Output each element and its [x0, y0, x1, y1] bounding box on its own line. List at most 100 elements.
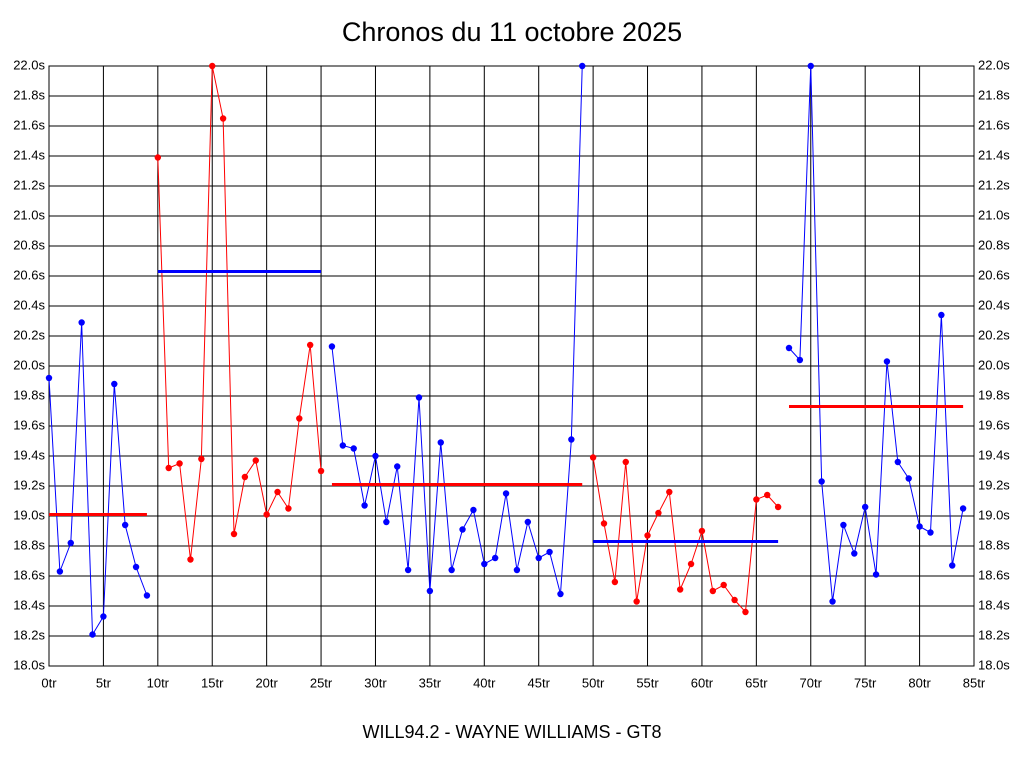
- y-tick-label: 18.6s: [13, 567, 45, 582]
- y-tick-label: 18.8s: [13, 537, 45, 552]
- x-tick-label: 70tr: [800, 675, 823, 690]
- plot-frame: [48, 65, 975, 667]
- x-tick-label: 15tr: [201, 675, 224, 690]
- data-point: [372, 452, 379, 460]
- series-line: [592, 457, 779, 614]
- data-point: [666, 488, 673, 496]
- data-point: [404, 566, 412, 574]
- series-line: [48, 322, 148, 637]
- data-point: [143, 592, 151, 599]
- x-tick-label: 80tr: [908, 675, 931, 690]
- data-point: [524, 518, 532, 526]
- y-tick-label: 21.6s: [13, 117, 45, 132]
- data-point: [949, 562, 956, 569]
- data-point: [622, 458, 629, 466]
- data-point: [774, 503, 782, 511]
- data-point: [415, 394, 423, 401]
- y2-tick-label: 19.6s: [978, 417, 1010, 432]
- data-point: [339, 442, 347, 449]
- data-point: [317, 467, 325, 475]
- data-point: [611, 578, 619, 586]
- y2-tick-label: 18.4s: [978, 597, 1010, 612]
- data-point: [753, 496, 760, 503]
- data-point: [894, 458, 902, 466]
- data-point: [154, 154, 162, 161]
- y2-tick-label: 21.2s: [978, 177, 1010, 192]
- x-tick-label: 65tr: [745, 675, 768, 690]
- data-point: [121, 521, 129, 529]
- data-point: [872, 571, 880, 578]
- y2-tick-label: 19.4s: [978, 447, 1010, 462]
- data-point: [709, 587, 717, 595]
- y2-tick-label: 21.6s: [978, 117, 1010, 132]
- data-point: [655, 509, 662, 517]
- data-point: [285, 505, 292, 512]
- y2-tick-label: 20.8s: [978, 237, 1010, 252]
- data-point: [470, 506, 477, 514]
- y2-tick-label: 20.4s: [978, 297, 1010, 312]
- y-tick-label: 21.2s: [13, 177, 45, 192]
- x-tick-label: 30tr: [364, 675, 387, 690]
- y2-tick-label: 18.8s: [978, 537, 1010, 552]
- data-point: [698, 527, 706, 535]
- data-point: [263, 511, 270, 518]
- data-point: [481, 560, 488, 568]
- data-point: [437, 439, 444, 446]
- data-point: [100, 613, 107, 620]
- data-point: [589, 454, 597, 461]
- y2-tick-label: 19.2s: [978, 477, 1010, 492]
- y-tick-label: 19.0s: [13, 507, 45, 522]
- data-point: [165, 464, 172, 472]
- chart-title: Chronos du 11 octobre 2025: [342, 17, 682, 47]
- y-tick-label: 18.0s: [13, 657, 45, 672]
- y-tick-label: 19.2s: [13, 477, 45, 492]
- y2-tick-label: 18.0s: [978, 657, 1010, 672]
- data-point: [807, 62, 814, 70]
- x-tick-label: 5tr: [96, 675, 112, 690]
- y2-tick-label: 20.6s: [978, 267, 1010, 282]
- data-point: [448, 566, 455, 574]
- x-axis-title: WILL94.2 - WAYNE WILLIAMS - GT8: [362, 722, 661, 742]
- data-point: [742, 608, 749, 616]
- y-tick-label: 18.4s: [13, 597, 45, 612]
- x-tick-label: 25tr: [310, 675, 333, 690]
- data-point: [328, 343, 336, 350]
- data-point: [252, 457, 259, 464]
- x-tick-label: 60tr: [691, 675, 714, 690]
- series-line: [157, 65, 322, 560]
- data-point: [535, 554, 542, 562]
- data-point: [67, 539, 74, 547]
- data-point: [361, 502, 368, 509]
- y2-tick-label: 21.0s: [978, 207, 1010, 222]
- y2-tick-label: 18.6s: [978, 567, 1010, 582]
- x-tick-label: 75tr: [854, 675, 877, 690]
- data-point: [905, 475, 912, 482]
- y-tick-label: 21.0s: [13, 207, 45, 222]
- y2-tick-label: 20.0s: [978, 357, 1010, 372]
- data-point: [56, 568, 64, 575]
- y-tick-label: 18.2s: [13, 627, 45, 642]
- x-tick-label: 40tr: [473, 675, 496, 690]
- data-point: [459, 526, 466, 533]
- series-line: [788, 65, 964, 602]
- data-point: [78, 319, 85, 326]
- series-line: [331, 65, 583, 595]
- y-tick-label: 20.4s: [13, 297, 45, 312]
- data-point: [45, 374, 53, 382]
- data-point: [938, 311, 945, 319]
- x-tick-label: 85tr: [963, 675, 986, 690]
- y2-tick-label: 18.2s: [978, 627, 1010, 642]
- data-point: [546, 548, 553, 556]
- y-tick-label: 22.0s: [13, 57, 45, 72]
- x-tick-label: 20tr: [255, 675, 278, 690]
- y2-tick-label: 19.0s: [978, 507, 1010, 522]
- y-tick-label: 21.4s: [13, 147, 45, 162]
- data-point: [241, 473, 249, 481]
- y-tick-label: 20.2s: [13, 327, 45, 342]
- data-point: [187, 556, 194, 563]
- x-tick-label: 0tr: [41, 675, 57, 690]
- data-point: [296, 415, 303, 422]
- data-point: [829, 598, 836, 605]
